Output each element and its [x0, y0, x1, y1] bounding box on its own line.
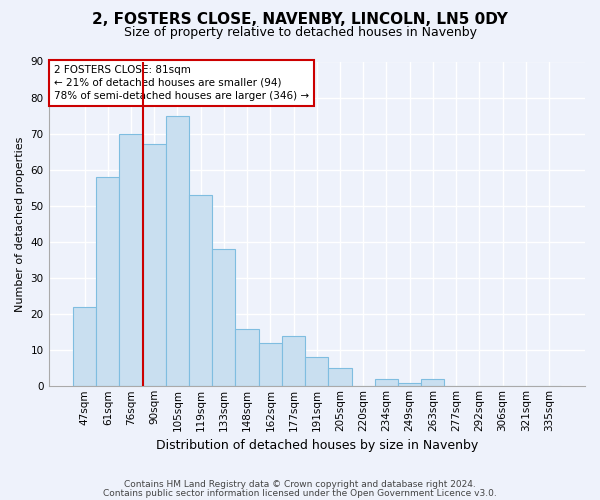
Text: Contains public sector information licensed under the Open Government Licence v3: Contains public sector information licen… — [103, 488, 497, 498]
Text: Contains HM Land Registry data © Crown copyright and database right 2024.: Contains HM Land Registry data © Crown c… — [124, 480, 476, 489]
Bar — [398, 382, 421, 386]
Bar — [119, 134, 143, 386]
Bar — [421, 379, 445, 386]
Text: 2, FOSTERS CLOSE, NAVENBY, LINCOLN, LN5 0DY: 2, FOSTERS CLOSE, NAVENBY, LINCOLN, LN5 … — [92, 12, 508, 28]
Bar — [189, 195, 212, 386]
Y-axis label: Number of detached properties: Number of detached properties — [15, 136, 25, 312]
Bar — [305, 358, 328, 386]
Bar — [166, 116, 189, 386]
Text: 2 FOSTERS CLOSE: 81sqm
← 21% of detached houses are smaller (94)
78% of semi-det: 2 FOSTERS CLOSE: 81sqm ← 21% of detached… — [54, 64, 309, 101]
Bar — [259, 343, 282, 386]
Bar — [212, 249, 235, 386]
Bar — [143, 144, 166, 386]
Bar — [328, 368, 352, 386]
Text: Size of property relative to detached houses in Navenby: Size of property relative to detached ho… — [124, 26, 476, 39]
Bar — [235, 328, 259, 386]
Bar — [282, 336, 305, 386]
Bar — [375, 379, 398, 386]
Bar — [73, 307, 96, 386]
Bar — [96, 177, 119, 386]
X-axis label: Distribution of detached houses by size in Navenby: Distribution of detached houses by size … — [155, 440, 478, 452]
